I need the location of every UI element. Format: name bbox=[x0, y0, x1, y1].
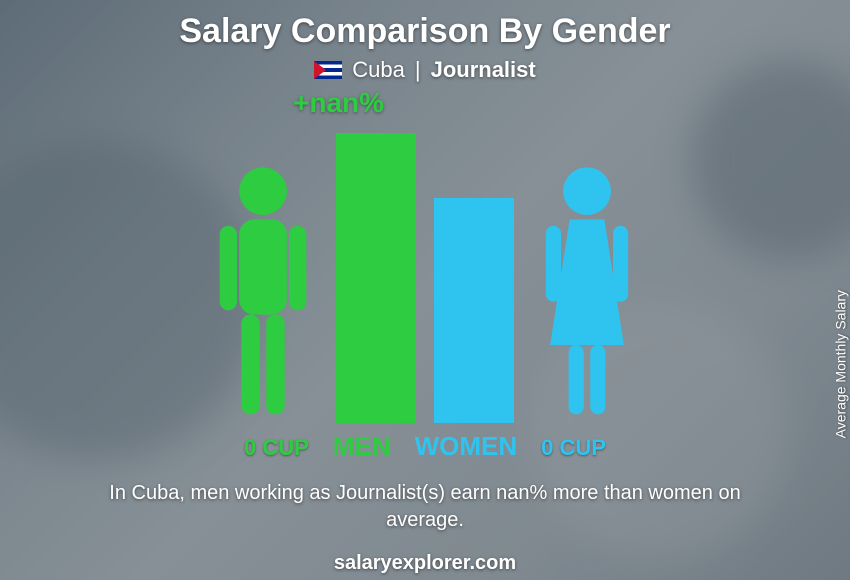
gender-bar-chart: +nan% bbox=[145, 93, 705, 423]
description-text: In Cuba, men working as Journalist(s) ea… bbox=[75, 480, 775, 534]
male-icon bbox=[208, 163, 318, 423]
occupation-label: Journalist bbox=[431, 57, 536, 83]
infographic-root: Salary Comparison By Gender Cuba | Journ… bbox=[0, 0, 850, 580]
men-salary-value: 0 CUP bbox=[244, 435, 309, 461]
cuba-flag-icon bbox=[314, 61, 342, 79]
women-label: WOMEN bbox=[415, 431, 518, 462]
chart-labels-row: 0 CUP MEN WOMEN 0 CUP bbox=[244, 431, 606, 462]
women-bar bbox=[434, 198, 514, 423]
page-title: Salary Comparison By Gender bbox=[179, 12, 670, 51]
female-icon bbox=[532, 163, 642, 423]
men-bar bbox=[336, 133, 416, 423]
separator: | bbox=[415, 57, 421, 83]
source-footer: salaryexplorer.com bbox=[334, 552, 516, 575]
delta-badge: +nan% bbox=[293, 87, 384, 119]
women-salary-value: 0 CUP bbox=[541, 435, 606, 461]
subtitle-row: Cuba | Journalist bbox=[314, 57, 535, 83]
men-label: MEN bbox=[333, 431, 391, 462]
y-axis-label: Average Monthly Salary bbox=[832, 290, 848, 438]
country-label: Cuba bbox=[352, 57, 405, 83]
